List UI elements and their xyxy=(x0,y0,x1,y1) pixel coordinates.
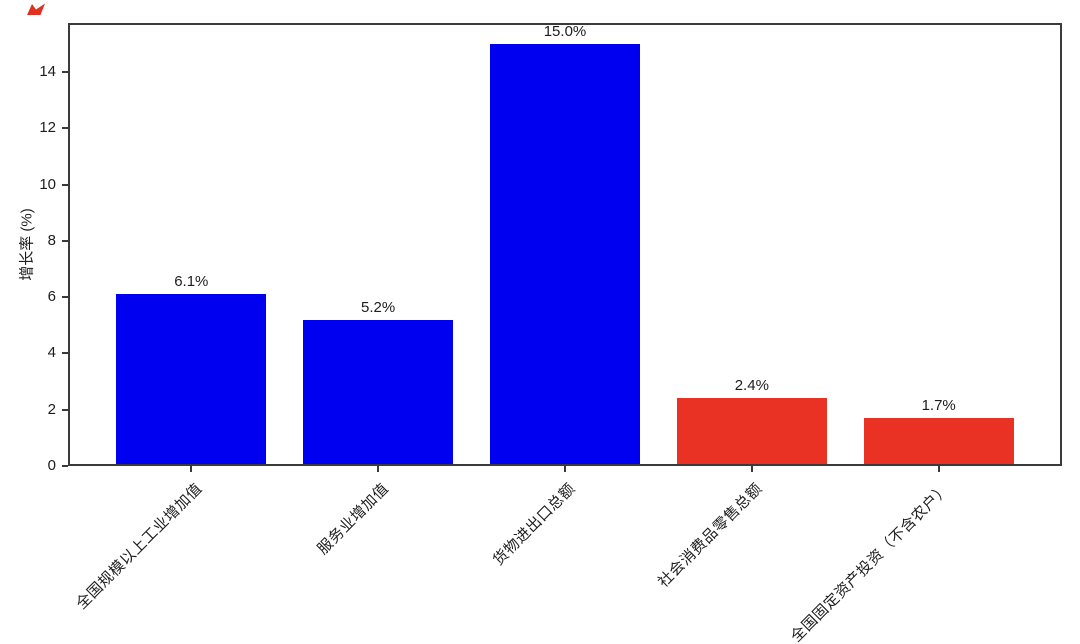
y-tick-mark xyxy=(62,296,68,299)
y-tick-mark xyxy=(62,183,68,186)
x-axis-category-label: 服务业增加值 xyxy=(314,480,393,558)
y-tick-label: 4 xyxy=(47,344,56,362)
bar-value-label: 15.0% xyxy=(543,23,587,40)
bar-value-label: 6.1% xyxy=(174,273,209,290)
y-tick-mark xyxy=(62,239,68,242)
plot-frame xyxy=(68,23,1062,466)
bar xyxy=(116,294,267,466)
x-tick-mark xyxy=(937,466,940,472)
y-tick-mark xyxy=(62,352,68,355)
y-tick-label: 2 xyxy=(47,400,56,418)
bar xyxy=(863,418,1014,466)
x-tick-mark xyxy=(564,466,566,472)
x-axis-category-label: 社会消费品零售总额 xyxy=(655,480,766,591)
bar-value-label: 1.7% xyxy=(921,397,956,414)
y-tick-label: 12 xyxy=(39,119,56,137)
x-axis-category-label: 全国固定资产投资（不含农户） xyxy=(787,480,953,644)
red-corner-mark-icon xyxy=(27,3,45,15)
bar-value-label: 5.2% xyxy=(361,299,396,316)
y-tick-mark xyxy=(62,127,68,130)
red-corner-mark-shape xyxy=(27,3,45,15)
bar-value-label: 2.4% xyxy=(734,377,769,394)
y-axis-label: 增长率 (%) xyxy=(18,208,36,281)
y-tick-label: 14 xyxy=(39,63,56,81)
x-tick-mark xyxy=(750,466,753,472)
bar xyxy=(676,398,827,466)
x-tick-mark xyxy=(377,466,380,472)
x-axis-category-label: 货物进出口总额 xyxy=(490,480,580,569)
bar xyxy=(490,44,640,466)
x-axis-category-label: 全国规模以上工业增加值 xyxy=(72,480,206,613)
y-tick-mark xyxy=(62,408,68,411)
y-tick-mark xyxy=(62,71,68,74)
bar xyxy=(303,320,454,466)
x-tick-mark xyxy=(190,466,193,472)
y-tick-label: 0 xyxy=(47,457,56,474)
y-tick-mark xyxy=(62,465,68,467)
